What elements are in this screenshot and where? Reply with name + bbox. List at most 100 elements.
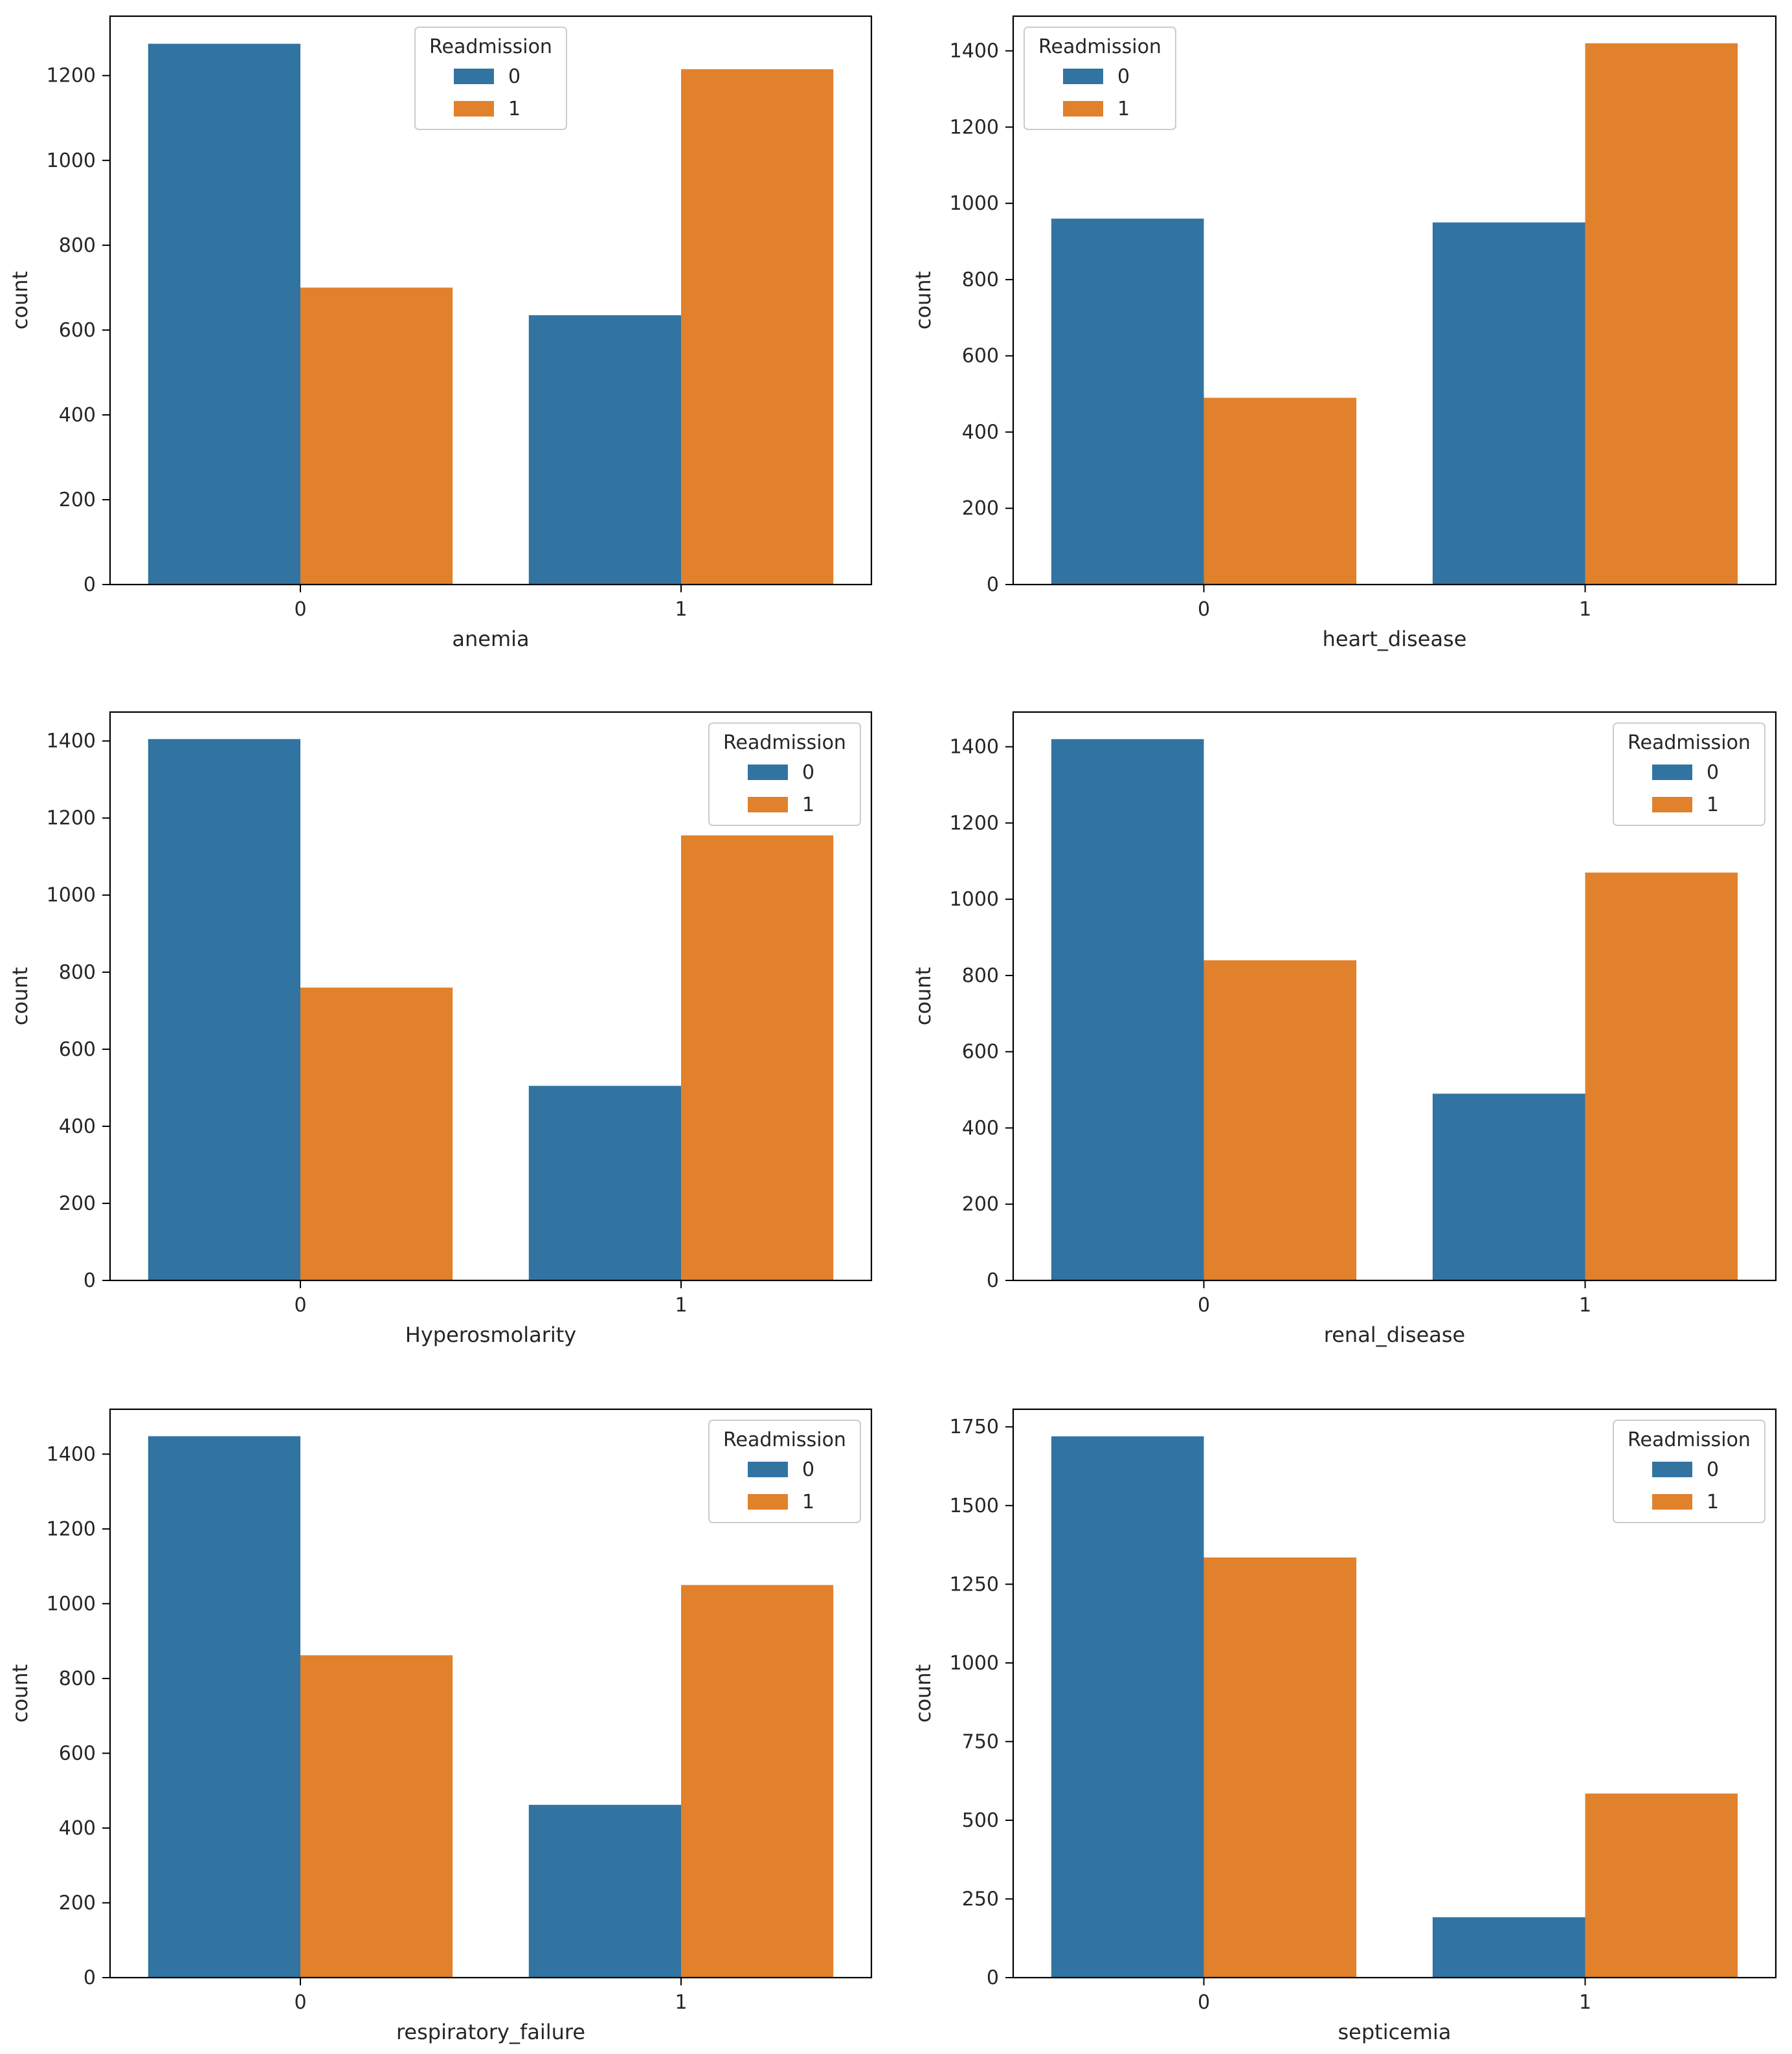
- bar-septicemia-1-readmission-1: [1585, 1793, 1738, 1978]
- legend-swatch-1: [1652, 1494, 1692, 1510]
- legend-label-0: 0: [802, 1458, 814, 1481]
- bar-septicemia-0-readmission-0: [1051, 1436, 1204, 1978]
- legend-label-0: 0: [802, 761, 814, 784]
- bar-Hyperosmolarity-0-readmission-0: [148, 739, 300, 1280]
- y-tick-label: 600: [59, 319, 96, 342]
- bar-septicemia-0-readmission-1: [1204, 1557, 1357, 1978]
- bar-Hyperosmolarity-1-readmission-0: [528, 1086, 681, 1280]
- x-tick-label: 1: [675, 1294, 687, 1317]
- bar-respiratory_failure-1-readmission-1: [681, 1585, 834, 1978]
- y-tick-label: 250: [962, 1888, 999, 1910]
- y-tick-label: 1000: [47, 1592, 96, 1615]
- x-tick-label: 1: [675, 598, 687, 621]
- y-tick-label: 1400: [47, 1443, 96, 1466]
- x-tick-label: 0: [1198, 598, 1210, 621]
- legend-label-0: 0: [1707, 1458, 1719, 1481]
- y-tick-label: 800: [59, 961, 96, 984]
- y-tick-label: 750: [962, 1730, 999, 1753]
- y-tick-label: 800: [962, 269, 999, 291]
- axes-frame: [1012, 711, 1777, 1282]
- legend-label-1: 1: [1117, 98, 1130, 120]
- x-axis-label: anemia: [452, 627, 529, 651]
- y-tick-label: 0: [84, 1967, 96, 1989]
- x-tick-label: 0: [294, 598, 306, 621]
- y-tick-label: 800: [962, 965, 999, 987]
- legend-title: Readmission: [723, 731, 846, 754]
- legend-swatch-0: [1652, 1462, 1692, 1477]
- y-tick-label: 400: [962, 1117, 999, 1139]
- legend-label-1: 1: [1707, 1491, 1719, 1513]
- subplot-anemia: 0 200 400 600 800 1000 1200 0 1 anemia count Readmi…: [8, 15, 873, 651]
- legend-title: Readmission: [723, 1429, 846, 1451]
- y-tick-label: 0: [84, 1269, 96, 1292]
- y-tick-label: 600: [59, 1742, 96, 1765]
- y-tick-label: 400: [962, 421, 999, 443]
- bar-heart_disease-1-readmission-0: [1432, 222, 1585, 585]
- axes-frame: [1012, 1408, 1777, 1979]
- axes-frame: [109, 15, 873, 586]
- subplot-Hyperosmolarity: 0 200 400 600 800 1000 1200 1400 0 1 Hyperosmolari…: [8, 711, 873, 1347]
- x-tick-label: 1: [1579, 1991, 1591, 2014]
- subplot-heart_disease: 0 200 400 600 800 1000 1200 1400 0 1 heart_disease…: [911, 15, 1777, 651]
- y-tick-label: 1000: [47, 884, 96, 907]
- x-axis-label: renal_disease: [1324, 1323, 1465, 1347]
- legend-swatch-0: [1652, 765, 1692, 780]
- axes-frame: [109, 1408, 873, 1979]
- y-tick-label: 600: [962, 1041, 999, 1064]
- y-tick-label: 1200: [47, 65, 96, 87]
- x-axis-label: Hyperosmolarity: [405, 1323, 576, 1347]
- y-axis-label: count: [911, 271, 935, 329]
- bar-anemia-1-readmission-1: [681, 69, 834, 585]
- bar-respiratory_failure-0-readmission-0: [148, 1436, 300, 1978]
- legend-title: Readmission: [1628, 1429, 1751, 1451]
- legend-title: Readmission: [1038, 36, 1161, 58]
- y-tick-label: 400: [59, 1115, 96, 1138]
- bar-Hyperosmolarity-1-readmission-1: [681, 835, 834, 1280]
- y-tick-label: 400: [59, 1817, 96, 1840]
- y-tick-label: 0: [987, 1269, 999, 1292]
- y-tick-label: 1200: [47, 807, 96, 830]
- y-tick-label: 200: [59, 489, 96, 511]
- x-axis-label: heart_disease: [1323, 627, 1467, 651]
- bar-heart_disease-0-readmission-1: [1204, 397, 1357, 585]
- y-tick-label: 1200: [950, 116, 999, 139]
- bar-renal_disease-1-readmission-1: [1585, 872, 1738, 1280]
- y-tick-label: 800: [59, 234, 96, 257]
- y-tick-label: 200: [962, 1193, 999, 1216]
- y-tick-label: 1000: [950, 192, 999, 215]
- axes-frame: [1012, 15, 1777, 586]
- y-axis-label: count: [911, 1664, 935, 1723]
- subplot-septicemia: 0 250 500 750 1000 1250 1500 1750 0 1 septicemia co…: [911, 1408, 1777, 2044]
- legend-swatch-0: [1063, 69, 1103, 84]
- legend-swatch-1: [454, 101, 494, 117]
- y-tick-label: 600: [962, 345, 999, 368]
- bar-heart_disease-0-readmission-0: [1051, 218, 1204, 585]
- legend-swatch-0: [748, 765, 788, 780]
- y-tick-label: 1400: [950, 736, 999, 759]
- y-tick-label: 1250: [950, 1573, 999, 1596]
- x-tick-label: 0: [1198, 1991, 1210, 2014]
- y-tick-label: 0: [987, 1967, 999, 1989]
- bar-renal_disease-0-readmission-0: [1051, 739, 1204, 1280]
- y-axis-label: count: [8, 967, 32, 1025]
- legend-label-1: 1: [802, 1491, 814, 1513]
- legend: Readmission 0 1: [1613, 1420, 1765, 1523]
- axes-frame: [109, 711, 873, 1282]
- bar-anemia-0-readmission-1: [300, 287, 453, 585]
- y-tick-label: 1400: [950, 40, 999, 63]
- x-tick-label: 0: [1198, 1294, 1210, 1317]
- y-tick-label: 200: [59, 1892, 96, 1914]
- legend-label-0: 0: [1117, 65, 1130, 88]
- bar-Hyperosmolarity-0-readmission-1: [300, 987, 453, 1280]
- y-tick-label: 1200: [950, 812, 999, 834]
- bar-renal_disease-1-readmission-0: [1432, 1093, 1585, 1280]
- legend-title: Readmission: [429, 36, 552, 58]
- x-tick-label: 1: [1579, 1294, 1591, 1317]
- legend-title: Readmission: [1628, 731, 1751, 754]
- y-tick-label: 1000: [950, 1652, 999, 1675]
- legend-swatch-1: [748, 797, 788, 812]
- bar-anemia-1-readmission-0: [528, 315, 681, 585]
- y-axis-label: count: [8, 1664, 32, 1723]
- legend-label-1: 1: [802, 794, 814, 816]
- y-tick-label: 1200: [47, 1518, 96, 1541]
